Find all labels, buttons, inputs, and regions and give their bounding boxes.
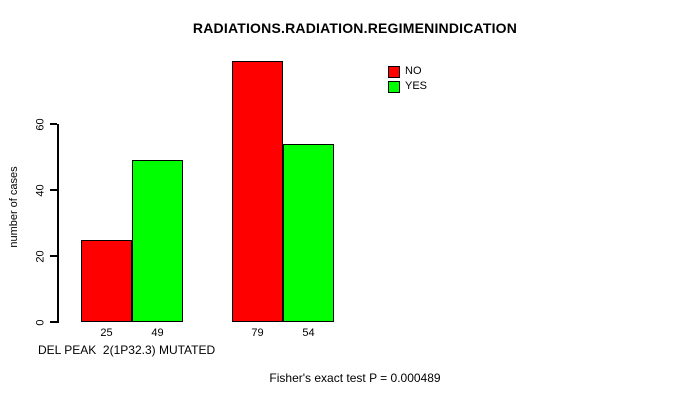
bar-value-label: 79 [251,327,264,339]
y-tick-label: 40 [34,183,47,197]
chart-title: RADIATIONS.RADIATION.REGIMENINDICATION [192,20,518,36]
bar-no-group1 [81,239,132,322]
bar-no-group2 [232,61,283,322]
legend-swatch-no [388,65,400,78]
legend-label-yes: YES [405,80,428,92]
bar-yes-group2 [283,143,334,322]
legend-item-no: NO [388,65,427,78]
y-axis-line [57,124,59,323]
y-tick-mark [50,255,57,257]
y-axis-title: number of cases [8,166,20,248]
y-tick-mark [50,189,57,191]
legend: NO YES [388,65,427,93]
y-tick-label: 20 [34,249,47,263]
bar-value-label: 49 [151,327,164,339]
bar-yes-group1 [132,160,183,322]
bar-value-label: 25 [100,327,113,339]
y-tick-mark [50,321,57,323]
y-tick-label: 0 [34,318,47,326]
y-tick-mark [50,123,57,125]
legend-label-no: NO [405,65,422,77]
x-axis-title: DEL PEAK 2(1P32.3) MUTATED [38,343,216,357]
y-tick-label: 60 [34,117,47,131]
legend-swatch-yes [388,80,400,93]
legend-item-yes: YES [388,80,427,93]
bar-value-label: 54 [302,327,315,339]
annotation-text: Fisher's exact test P = 0.000489 [269,371,441,385]
